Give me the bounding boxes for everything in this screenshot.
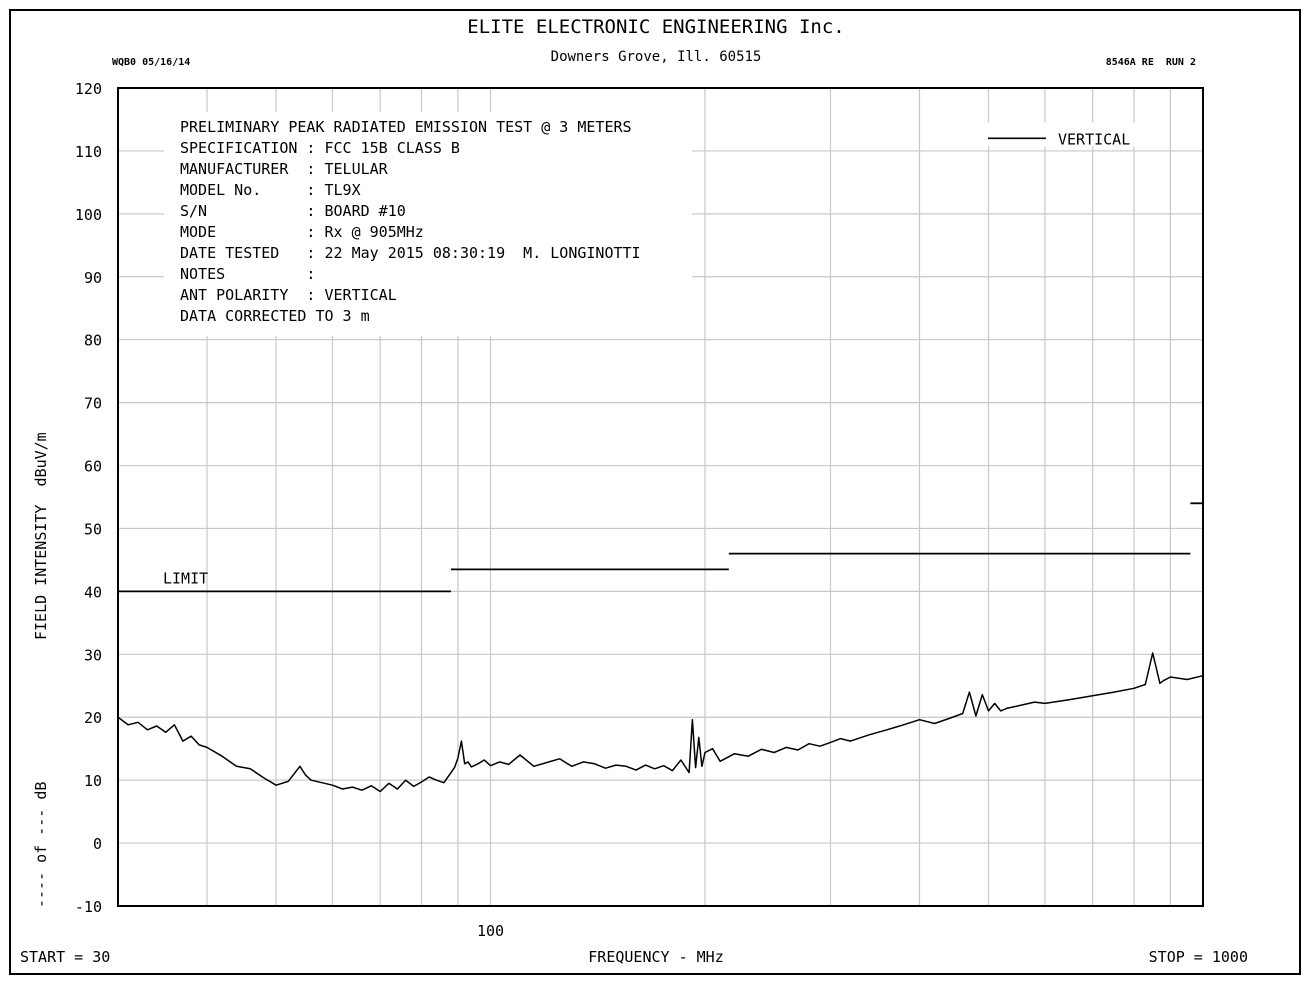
y-tick-label: 120 (75, 80, 102, 98)
chart-subtitle: Downers Grove, Ill. 60515 (550, 49, 762, 65)
y-tick-label: 0 (93, 835, 102, 853)
info-box-line: PRELIMINARY PEAK RADIATED EMISSION TEST … (180, 118, 632, 136)
info-box-line: NOTES : (180, 265, 315, 283)
y-tick-label: 50 (84, 520, 102, 538)
y-tick-label: 90 (84, 269, 102, 287)
info-box-line: DATE TESTED : 22 May 2015 08:30:19 M. LO… (180, 244, 641, 262)
y-tick-label: 110 (75, 143, 102, 161)
x-axis-label: FREQUENCY - MHz (588, 948, 724, 966)
series-line-vertical (117, 652, 1204, 793)
x-tick-label: 100 (477, 922, 504, 940)
y-tick-label: 10 (84, 772, 102, 790)
info-box-line: ANT POLARITY : VERTICAL (180, 286, 397, 304)
chart-frame (9, 9, 1301, 975)
start-frequency-label: START = 30 (20, 948, 111, 966)
info-box-line: DATA CORRECTED TO 3 m (180, 307, 370, 325)
stop-frequency-label: STOP = 1000 (1148, 948, 1248, 966)
legend-label-vertical: VERTICAL (1058, 130, 1130, 148)
y-tick-label: 100 (75, 206, 102, 224)
legend-backdrop (986, 122, 1142, 147)
y-tick-label: -10 (75, 898, 102, 916)
plot-border (117, 87, 1204, 907)
info-box-line: MODE : Rx @ 905MHz (180, 223, 424, 241)
y-tick-label: 70 (84, 395, 102, 413)
info-box-line: MODEL No. : TL9X (180, 181, 361, 199)
info-box-backdrop (164, 112, 692, 336)
plot-code-right: 8546A RE RUN 2 (1105, 57, 1196, 68)
info-box-line: S/N : BOARD #10 (180, 202, 406, 220)
limit-label: LIMIT (163, 569, 208, 587)
info-box-line: MANUFACTURER : TELULAR (180, 160, 389, 178)
y-tick-label: 20 (84, 709, 102, 727)
info-box-line: SPECIFICATION : FCC 15B CLASS B (180, 139, 460, 157)
y-tick-label: 30 (84, 646, 102, 664)
y-tick-label: 80 (84, 332, 102, 350)
y-tick-label: 60 (84, 458, 102, 476)
plot-code-left: WQB0 05/16/14 (112, 57, 191, 68)
chart-title: ELITE ELECTRONIC ENGINEERING Inc. (467, 16, 845, 38)
y-tick-label: 40 (84, 583, 102, 601)
